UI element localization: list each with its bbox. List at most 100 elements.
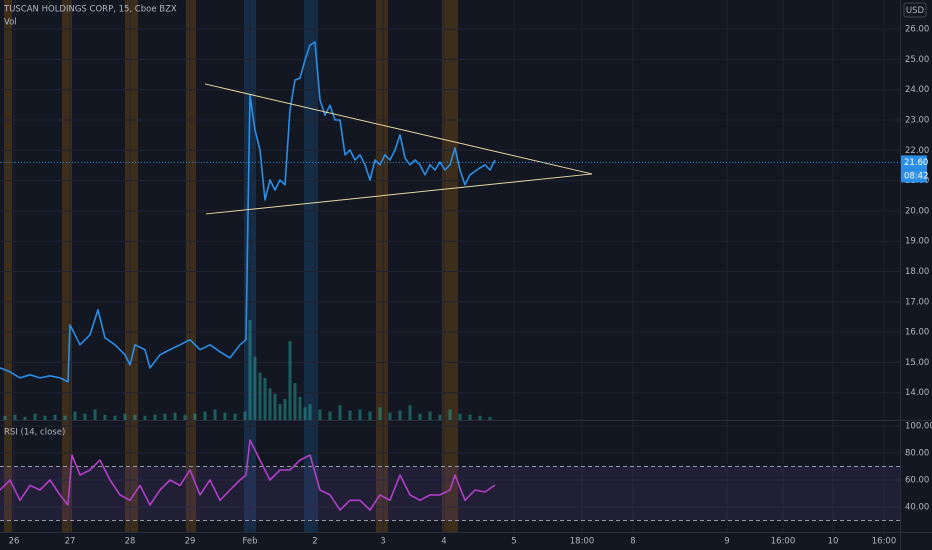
volume-bar: [328, 411, 332, 420]
volume-bar: [388, 412, 392, 420]
volume-bar: [103, 414, 107, 420]
plot-layer: 26 27 28 29 Feb 2 3 4 5 18:00 8 9 16:00 10 16:00 14.00 1…: [0, 25, 932, 547]
y-tick-label: 40.00: [905, 503, 929, 513]
y-tick-label: 60.00: [905, 476, 929, 486]
volume-bar: [173, 412, 177, 420]
volume-bar: [133, 414, 137, 420]
y-tick-label: 22.00: [905, 146, 929, 156]
volume-bar: [368, 411, 372, 420]
volume-bar: [308, 404, 312, 420]
trendline: [205, 173, 593, 215]
volume-bar: [123, 413, 127, 420]
volume-bar: [408, 405, 412, 420]
session-band: [376, 0, 388, 532]
volume-bar: [468, 414, 472, 420]
volume-bar: [293, 383, 297, 420]
volume-bar: [273, 393, 277, 420]
x-tick-label: 4: [441, 537, 446, 547]
volume-bar: [73, 411, 77, 420]
volume-bar: [448, 409, 452, 420]
countdown-tag: [901, 169, 927, 183]
x-tick-label: 16:00: [771, 537, 796, 547]
volume-bar: [358, 409, 362, 420]
volume-bar: [488, 416, 492, 420]
x-tick-label: Feb: [242, 537, 257, 547]
volume-bar: [438, 414, 442, 420]
x-tick-label: 5: [511, 537, 516, 547]
volume-bar: [263, 377, 267, 420]
volume-bar: [113, 415, 117, 420]
volume-bar: [458, 413, 462, 420]
volume-bar: [83, 413, 87, 420]
volume-bar: [243, 411, 247, 420]
x-tick-label: 27: [65, 537, 76, 547]
volume-bar: [348, 410, 352, 420]
x-tick-label: 16:00: [872, 537, 897, 547]
volume-bar: [338, 405, 342, 420]
x-tick-label: 28: [125, 537, 136, 547]
volume-bar: [203, 411, 207, 420]
x-tick-label: 26: [9, 537, 20, 547]
session-band: [4, 0, 12, 532]
y-tick-label: 23.00: [905, 116, 929, 126]
y-tick-label: 26.00: [905, 25, 929, 35]
volume-bar: [153, 414, 157, 420]
volume-bar: [53, 414, 57, 420]
x-tick-label: 3: [380, 537, 385, 547]
volume-bar: [378, 407, 382, 420]
x-tick-label: 8: [630, 537, 635, 547]
x-tick-label: 18:00: [570, 537, 595, 547]
volume-bar: [13, 414, 17, 420]
rsi-title: RSI (14, close): [4, 428, 65, 438]
volume-bar: [43, 415, 47, 420]
last-price-label: 21.60: [904, 158, 928, 168]
y-tick-label: 19.00: [905, 237, 929, 247]
volume-bar: [288, 341, 292, 420]
volume-bar: [23, 416, 27, 420]
volume-bar: [193, 413, 197, 420]
volume-bar: [3, 415, 7, 420]
volume-bar: [248, 320, 252, 420]
rsi-band-fill: [0, 466, 900, 521]
volume-bar: [253, 356, 257, 420]
volume-bar: [298, 396, 302, 420]
y-tick-label: 14.00: [905, 388, 929, 398]
volume-bar: [303, 407, 307, 420]
volume-bar: [478, 415, 482, 420]
countdown-label: 08:42: [904, 171, 929, 181]
volume-bar: [283, 398, 287, 420]
session-band: [62, 0, 72, 532]
y-tick-label: 24.00: [905, 85, 929, 95]
volume-bar: [63, 415, 67, 420]
volume-bar: [33, 413, 37, 420]
volume-label: Vol: [4, 18, 17, 28]
y-tick-label: 80.00: [905, 449, 929, 459]
y-tick-label: 15.00: [905, 358, 929, 368]
volume-bar: [258, 372, 262, 420]
volume-bar: [318, 409, 322, 420]
trendline: [204, 83, 593, 175]
volume-bar: [143, 415, 147, 420]
volume-bar: [233, 413, 237, 420]
volume-bar: [268, 388, 272, 420]
session-band: [442, 0, 458, 532]
price-line: [0, 41, 496, 383]
session-band: [186, 0, 196, 532]
volume-bar: [418, 413, 422, 420]
currency-box[interactable]: [903, 2, 927, 18]
y-tick-label: 16.00: [905, 328, 929, 338]
volume-bar: [93, 409, 97, 420]
volume-bar: [223, 412, 227, 420]
price-line: [0, 439, 496, 511]
session-band: [125, 0, 138, 532]
x-tick-label: 10: [828, 537, 839, 547]
background-layer: [0, 0, 900, 532]
volume-bar: [428, 411, 432, 420]
x-tick-label: 9: [724, 537, 729, 547]
session-band: [304, 0, 318, 532]
x-tick-label: 2: [312, 537, 317, 547]
volume-bar: [398, 410, 402, 420]
currency[interactable]: USD: [906, 6, 925, 16]
y-tick-label: 25.00: [905, 55, 929, 65]
